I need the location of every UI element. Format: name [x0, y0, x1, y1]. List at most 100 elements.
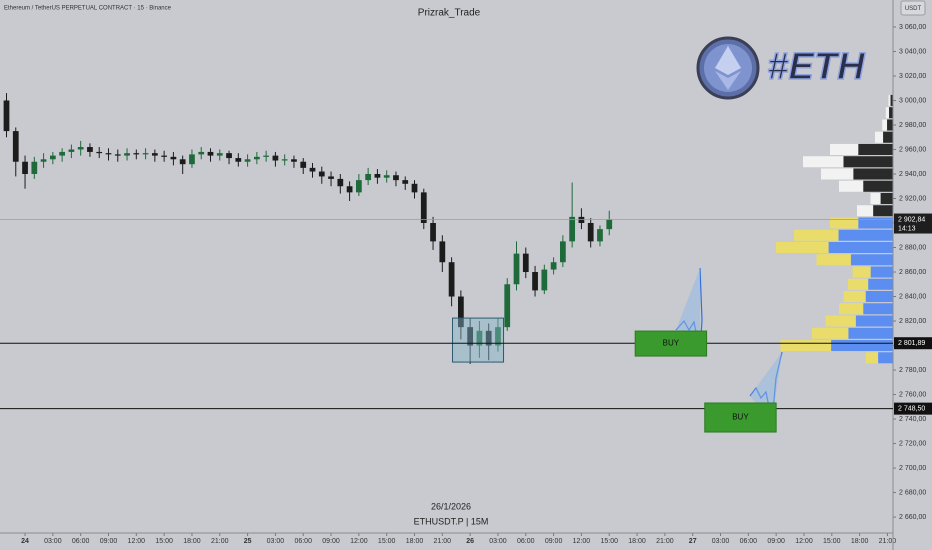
candle-body [142, 153, 149, 155]
y-tick-label: 2 960,00 [899, 146, 926, 153]
hashtag: #ETH [767, 46, 866, 88]
profile-bar [852, 266, 871, 278]
profile-bar [816, 254, 851, 266]
candle-body [457, 296, 464, 328]
candle-body [504, 284, 511, 328]
candle-body [235, 158, 242, 162]
candle-body [383, 175, 390, 178]
candle-body [170, 156, 177, 160]
candle-body [244, 159, 251, 162]
candle-body [309, 167, 316, 172]
candle-body [133, 153, 140, 155]
candle-body [216, 153, 223, 156]
profile-bar [866, 352, 879, 364]
x-tick-label: 12:00 [573, 538, 591, 545]
candle-body [328, 176, 334, 179]
x-tick-label: 09:00 [322, 538, 340, 545]
candle-body [485, 330, 492, 346]
candle-body [430, 223, 436, 242]
candle-body [114, 154, 121, 156]
profile-bar-inner [853, 168, 893, 180]
x-tick-label: 12:00 [795, 538, 813, 545]
countdown: 14:13 [898, 225, 916, 232]
x-tick-label: 06:00 [740, 538, 758, 545]
x-tick-label: 24 [21, 538, 29, 545]
profile-bar [794, 229, 839, 241]
y-tick-label: 3 020,00 [899, 73, 926, 80]
range-box [452, 317, 505, 363]
profile-bar-inner [883, 131, 893, 143]
profile-bar-inner [865, 291, 893, 303]
candle-body [300, 161, 307, 168]
profile-bar [830, 217, 859, 229]
candle-body [253, 156, 260, 160]
profile-bar-inner [863, 180, 893, 192]
x-tick-label: 03:00 [267, 538, 285, 545]
profile-bar-inner [880, 192, 893, 205]
candle-body [96, 151, 103, 154]
profile-bar [885, 107, 890, 119]
x-tick-label: 27 [689, 538, 697, 545]
profile-bar-inner [870, 266, 893, 278]
currency: USDT [905, 6, 922, 12]
footer-ticker: ETHUSDT.P | 15M [414, 516, 489, 526]
profile-bar-inner [848, 327, 893, 339]
candle-body [226, 153, 232, 159]
profile-bar-inner [855, 315, 893, 327]
x-tick-label: 06:00 [517, 538, 535, 545]
y-tick-label: 2 840,00 [899, 293, 926, 300]
candle-body [337, 178, 344, 187]
x-tick-label: 03:00 [712, 538, 730, 545]
candle-body [272, 155, 279, 161]
y-tick-label: 3 000,00 [899, 97, 926, 104]
profile-bar-inner [858, 217, 893, 229]
level-label: 2 801,89 [898, 340, 925, 347]
y-tick-label: 2 720,00 [899, 440, 926, 447]
candle-body [420, 192, 427, 224]
candle-body [411, 183, 418, 193]
y-tick-label: 2 780,00 [899, 367, 926, 374]
candle-body [31, 161, 38, 174]
x-tick-label: 21:00 [656, 538, 674, 545]
candle-body [439, 241, 446, 263]
profile-bar-inner [831, 340, 893, 352]
candle-body [346, 186, 353, 193]
profile-bar-inner [863, 303, 893, 315]
candle-body [522, 253, 529, 273]
y-tick-label: 3 060,00 [899, 24, 926, 31]
candle-body [281, 159, 288, 161]
profile-bar [888, 94, 891, 106]
profile-bar-inner [887, 119, 893, 131]
profile-bar-inner [828, 241, 893, 254]
profile-bar-inner [843, 156, 893, 168]
candle-body [550, 262, 557, 270]
symbol-line: Ethereum / TetherUS PERPETUAL CONTRACT ·… [4, 6, 172, 12]
profile-bar [821, 168, 854, 180]
profile-bar [825, 315, 856, 327]
profile-bar [839, 303, 864, 315]
buy-zone-label: BUY [732, 413, 749, 422]
profile-bar [875, 131, 884, 143]
profile-bar-inner [889, 107, 893, 119]
x-tick-label: 15:00 [155, 538, 173, 545]
candle-body [87, 147, 93, 152]
candle-body [198, 151, 205, 155]
candle-body [476, 330, 483, 346]
candles [3, 93, 613, 364]
candle-body [532, 272, 538, 291]
footer-date: 26/1/2026 [431, 501, 471, 511]
y-tick-label: 2 940,00 [899, 171, 926, 178]
y-tick-label: 2 860,00 [899, 269, 926, 276]
grid: 3 060,00 3 040,00 3 020,00 3 000,00 2 980,00… [21, 24, 926, 545]
profile-bar [848, 278, 869, 290]
volume-profile [776, 94, 893, 364]
x-tick-label: 12:00 [350, 538, 368, 545]
title: Prizrak_Trade [418, 8, 481, 19]
candle-body [40, 159, 47, 162]
x-tick-label: 18:00 [406, 538, 424, 545]
candle-body [105, 153, 112, 155]
candle-body [402, 180, 409, 184]
candle-body [541, 269, 548, 291]
